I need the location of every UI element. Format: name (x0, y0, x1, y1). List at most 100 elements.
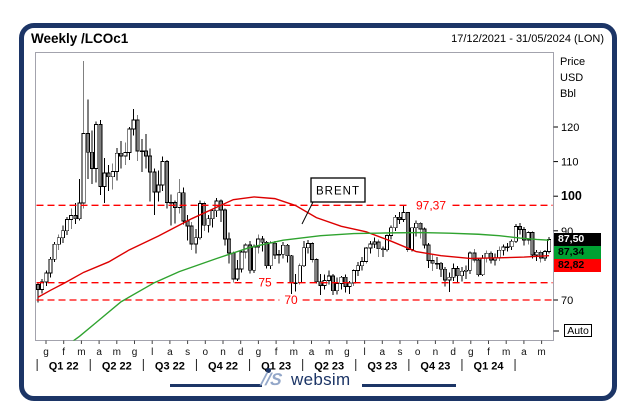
candle-up (268, 242, 273, 267)
candle-down (380, 248, 385, 251)
candle-down (189, 225, 194, 245)
candle-up (360, 261, 365, 267)
quarter-label: Q2 22 (102, 361, 132, 373)
axis-unit-price: Price (560, 56, 586, 68)
candle-up (306, 243, 311, 249)
month-label: s (185, 347, 190, 358)
date-range-label: 17/12/2021 - 31/05/2024 (LON) (451, 33, 604, 45)
candle-up (389, 227, 394, 237)
candle-up (534, 251, 539, 256)
candle-down (144, 150, 149, 157)
month-label: a (167, 347, 173, 358)
candle-up (139, 150, 144, 153)
month-label: l (363, 347, 365, 358)
candle-down (418, 222, 423, 230)
month-label: o (203, 347, 209, 358)
price-axis: 1201101009070 (553, 122, 582, 332)
red-ma-value-box: 82,82 (554, 258, 601, 272)
candle-up (110, 171, 115, 178)
level-label: 70 (284, 293, 298, 307)
candle-down (264, 241, 269, 267)
candle-up (335, 282, 340, 292)
candle-down (517, 226, 522, 230)
month-label: f (62, 347, 65, 358)
candle-up (542, 251, 547, 259)
candle-up (127, 128, 132, 154)
quarter-label: Q2 23 (314, 361, 344, 373)
candle-down (181, 192, 186, 222)
candle-down (106, 172, 111, 178)
candle-up (414, 222, 419, 229)
candle-up (60, 230, 65, 239)
quarter-label: Q4 22 (208, 361, 238, 373)
candle-up (459, 270, 464, 277)
candle-down (247, 244, 252, 271)
candle-down (272, 242, 277, 256)
instrument-callout[interactable]: BRENT (301, 177, 366, 225)
candle-up (526, 232, 531, 241)
candle-down (202, 203, 207, 226)
candle-up (468, 252, 473, 271)
auto-scale-button[interactable]: Auto (564, 324, 592, 337)
plot-area[interactable] (36, 60, 553, 349)
month-label: n (220, 347, 226, 358)
candle-up (513, 226, 518, 242)
price-tick-label: 70 (561, 295, 573, 307)
month-label: m (290, 347, 298, 358)
candle-down (164, 161, 169, 203)
month-label: a (309, 347, 315, 358)
candle-up (131, 119, 136, 130)
candle-up (501, 246, 506, 251)
candle-up (156, 184, 161, 193)
candle-up (102, 172, 107, 187)
candle-up (301, 247, 306, 267)
candle-down (538, 251, 543, 259)
candle-down (314, 259, 319, 283)
candle-up (480, 257, 485, 276)
quarter-label: Q1 24 (474, 361, 505, 373)
candle-down (98, 124, 103, 187)
candle-down (331, 275, 336, 292)
month-label: a (380, 347, 386, 358)
month-label: s (398, 347, 403, 358)
month-label: d (450, 347, 456, 358)
candle-up (123, 152, 128, 157)
candle-up (44, 272, 49, 283)
candle-up (484, 252, 489, 259)
candle-up (48, 258, 53, 274)
month-label: g (344, 347, 350, 358)
month-label: a (96, 347, 102, 358)
month-label: g (256, 347, 262, 358)
candle-down (439, 262, 444, 270)
candle-up (547, 239, 552, 252)
month-label: g (132, 347, 138, 358)
candle-up (160, 161, 165, 186)
candle-up (281, 244, 286, 255)
candle-down (405, 212, 410, 250)
month-label: g (468, 347, 474, 358)
candle-up (463, 269, 468, 272)
candle-down (472, 252, 477, 261)
price-tick-label: 120 (561, 122, 579, 134)
candle-down (289, 255, 294, 284)
candle-down (422, 228, 427, 246)
candle-down (260, 238, 265, 243)
month-label: d (238, 347, 244, 358)
candle-up (364, 247, 369, 262)
candle-up (297, 265, 302, 284)
candle-up (351, 270, 356, 284)
quarter-axis: Q1 22 Q2 22 Q3 22 Q4 22 Q1 23 Q2 23 Q3 23 Q4 23… (36, 359, 516, 373)
candle-down (318, 281, 323, 286)
candle-up (276, 253, 281, 256)
moving-average-green (72, 231, 550, 341)
candle-down (455, 268, 460, 277)
candle-up (434, 262, 439, 265)
candlestick-series (36, 60, 552, 303)
candle-up (409, 227, 414, 250)
watermark-line-left (170, 384, 262, 387)
candle-up (52, 243, 57, 260)
month-label: n (433, 347, 439, 358)
candle-up (326, 275, 331, 282)
